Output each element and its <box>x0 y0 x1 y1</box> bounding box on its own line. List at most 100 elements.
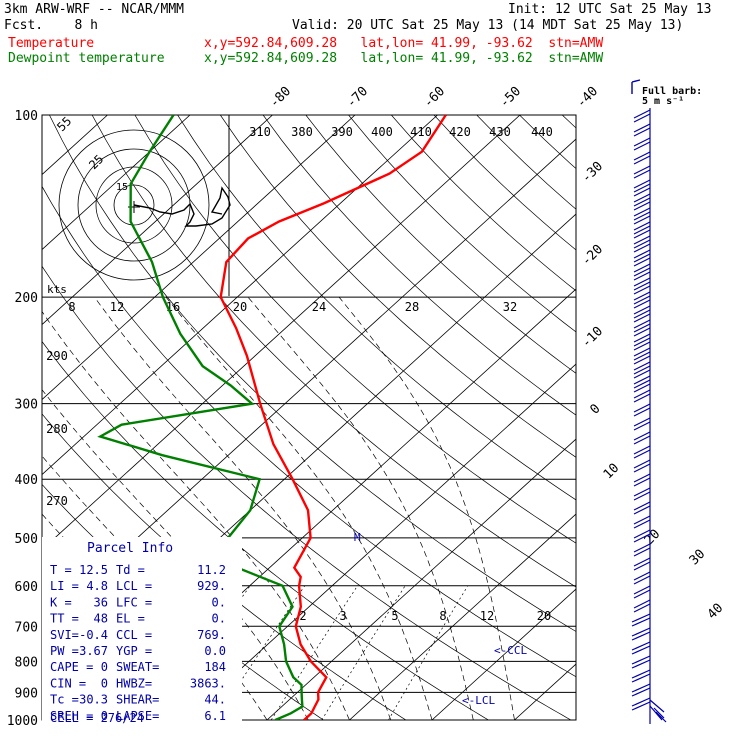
wind-barb-icon <box>633 515 651 525</box>
wind-barb-icon <box>633 299 651 309</box>
wind-barb-icon <box>633 141 651 151</box>
isotherm-label: 40 <box>705 601 727 623</box>
wind-barb-icon <box>633 267 651 277</box>
wind-barb-icon <box>633 473 651 483</box>
parcel-stat-label: HWBZ= <box>116 676 152 690</box>
parcel-stat-label: K = <box>50 595 72 609</box>
dry-adiabat <box>134 115 576 544</box>
pressure-tick-label: 400 <box>15 473 38 488</box>
wind-barb-icon <box>633 337 651 347</box>
wind-barb-icon <box>633 271 651 281</box>
parcel-stat-label: Td = <box>116 563 145 577</box>
isotherm-label: -40 <box>574 84 601 111</box>
mixing-ratio-label: 20 <box>537 609 551 623</box>
wind-barb-icon <box>633 263 651 273</box>
parcel-stat-label: TT = <box>50 612 79 626</box>
mixing-ratio-line <box>270 585 358 720</box>
wind-barb-icon <box>649 699 667 723</box>
pressure-tick-label: 700 <box>15 620 38 635</box>
wind-barb-icon <box>631 669 651 679</box>
parcel-stat-label: YGP = <box>116 644 152 658</box>
wind-barb-icon <box>633 169 651 179</box>
wind-barb-icon <box>633 309 651 319</box>
parcel-stat-label: Tc = <box>50 693 79 707</box>
wind-barb-icon <box>633 221 651 231</box>
wind-barb-icon <box>633 323 651 333</box>
wind-barb-icon <box>631 645 651 655</box>
wind-barb-icon <box>633 487 651 497</box>
isotherm <box>42 115 521 551</box>
wind-barb-icon <box>633 257 651 267</box>
parcel-stat-value: 929. <box>197 579 226 593</box>
wind-barb-icon <box>633 151 651 161</box>
wind-barb-icon <box>633 113 651 123</box>
isotherm-label: -70 <box>344 84 371 111</box>
dry-adiabat <box>262 115 576 416</box>
wind-barb-icon <box>633 207 651 217</box>
wind-barb-icon <box>631 617 651 627</box>
parcel-stat-label: T = <box>50 563 72 577</box>
parcel-stat-value: 0. <box>212 612 226 626</box>
isotherm-label: -50 <box>497 84 524 111</box>
isotherm <box>680 115 740 720</box>
wind-barb-icon <box>633 543 651 553</box>
isotherm <box>266 438 576 720</box>
parcel-stat-value: 0 <box>101 709 108 723</box>
wind-barb-icon <box>631 655 651 665</box>
theta-label: 410 <box>410 125 432 139</box>
wind-barb-icon <box>633 463 651 473</box>
theta-label: 440 <box>531 125 553 139</box>
wind-barb-icon <box>633 417 651 427</box>
hodograph-ring-label: 25 <box>86 152 106 172</box>
wind-barb-icon <box>633 109 651 119</box>
model-title: 3km ARW-WRF -- NCAR/MMM <box>4 2 185 17</box>
parcel-stat-label: CAPE = <box>50 660 93 674</box>
wind-barb-icon <box>633 291 651 301</box>
wind-barb-icon <box>633 533 651 543</box>
parcel-stat-value: 48 <box>94 612 108 626</box>
pressure-tick-label: 1000 <box>7 714 38 729</box>
wind-barb-icon <box>633 249 651 259</box>
temperature-legend: Temperature <box>8 36 95 51</box>
dry-adiabat <box>177 115 576 501</box>
isotherm-label: -20 <box>579 242 606 269</box>
dry-adiabat <box>49 115 576 632</box>
dry-adiabat <box>42 340 490 720</box>
wind-barb-icon <box>633 165 651 175</box>
isotherm <box>184 363 576 720</box>
dry-adiabat <box>91 115 576 588</box>
hodograph-speed-label: 12 <box>110 300 124 314</box>
parcel-stat-value: 12.5 <box>79 563 108 577</box>
theta-label: 290 <box>46 349 68 363</box>
wind-barb-icon <box>633 137 651 147</box>
isotherm <box>597 115 740 720</box>
parcel-stat-label: LFC = <box>116 595 152 609</box>
theta-label: 430 <box>489 125 511 139</box>
parcel-stat-value: 36 <box>94 595 108 609</box>
wind-barb-icon <box>633 365 651 375</box>
parcel-stat-value: 44. <box>204 693 226 707</box>
parcel-stat-label: SVI= <box>50 628 79 642</box>
hodograph-ring <box>58 129 210 281</box>
wind-barb-icon <box>633 459 651 469</box>
isotherm <box>42 115 356 401</box>
wind-barb-icon <box>633 403 651 413</box>
wind-barb-icon <box>633 547 651 557</box>
wind-barb-icon <box>633 585 651 595</box>
dry-adiabat <box>348 115 576 333</box>
theta-label: 400 <box>371 125 393 139</box>
temperature-location: x,y=592.84,609.28 lat,lon= 41.99, -93.62… <box>204 36 604 51</box>
wind-barb-icon <box>631 627 651 637</box>
parcel-stat-label: LCL = <box>116 579 152 593</box>
dry-adiabat <box>42 185 576 678</box>
dry-adiabat <box>0 115 8 733</box>
theta-label: 380 <box>291 125 313 139</box>
wind-barb-icon <box>633 127 651 137</box>
wind-barb-icon <box>633 295 651 305</box>
parcel-info: Parcel Info T = 12.5 Td = 11.2 LI = 4.8 LCL = 92… <box>42 537 242 725</box>
wind-barb-icon <box>633 407 651 417</box>
wind-barb-icon <box>633 229 651 239</box>
moist-adiabat <box>94 296 392 720</box>
